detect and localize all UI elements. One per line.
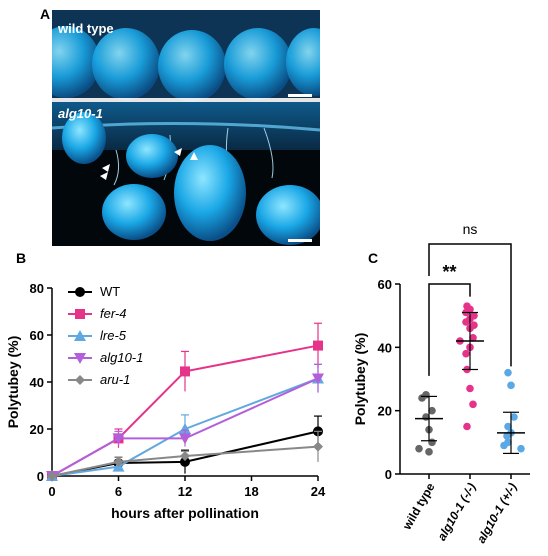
data-point bbox=[504, 422, 512, 431]
data-point bbox=[466, 384, 474, 393]
arrowhead-markers bbox=[100, 148, 198, 180]
wild-type-ovules bbox=[52, 26, 320, 102]
chart-b-polytubey-time: 0 20 40 60 80 0 6 12 18 24 hours after pollination… bbox=[5, 281, 326, 521]
legend-marker bbox=[74, 330, 86, 341]
data-point bbox=[463, 422, 471, 431]
x-category-label: alg10-1 (+/-) bbox=[474, 481, 520, 546]
alg10-ovules bbox=[62, 112, 320, 245]
micrograph-panel: wild type alg10-1 bbox=[52, 10, 320, 246]
series-line bbox=[51, 377, 319, 477]
x-tick-label: 24 bbox=[311, 484, 326, 499]
data-point bbox=[112, 433, 125, 445]
data-point bbox=[507, 381, 515, 390]
data-point bbox=[425, 448, 433, 456]
x-tick-label: 6 bbox=[115, 484, 122, 499]
series-line bbox=[51, 377, 319, 477]
data-point bbox=[428, 406, 436, 415]
y-axis-label: Polytubey (%) bbox=[5, 336, 21, 429]
y-tick-label: 40 bbox=[378, 340, 392, 355]
wild-type-label: wild type bbox=[58, 21, 114, 36]
legend-label: WT bbox=[100, 284, 120, 299]
group-2 bbox=[497, 368, 525, 455]
data-point bbox=[312, 373, 324, 385]
data-point bbox=[462, 349, 470, 358]
legend-marker bbox=[75, 309, 85, 319]
legend-label: lre-5 bbox=[100, 328, 127, 343]
scale-bar-top bbox=[288, 94, 312, 97]
legend-label: fer-4 bbox=[100, 306, 127, 321]
data-point bbox=[418, 394, 426, 402]
y-tick-label: 40 bbox=[30, 375, 44, 390]
data-point bbox=[517, 444, 525, 453]
data-point bbox=[503, 432, 511, 440]
micrograph-image bbox=[52, 10, 320, 245]
data-point bbox=[469, 334, 477, 342]
x-tick-label: 18 bbox=[244, 484, 258, 499]
series-line bbox=[51, 445, 319, 477]
data-point bbox=[313, 340, 323, 351]
data-point bbox=[47, 471, 57, 481]
panel-a-letter: A bbox=[40, 6, 51, 22]
data-point bbox=[180, 366, 190, 377]
x-tick-label: 0 bbox=[48, 484, 55, 499]
x-tick-label: 12 bbox=[178, 484, 192, 499]
legend-label: alg10-1 bbox=[100, 350, 143, 365]
data-point bbox=[415, 444, 423, 453]
alg10-label: alg10-1 bbox=[58, 106, 103, 121]
y-tick-label: 20 bbox=[30, 422, 44, 437]
data-point bbox=[510, 413, 518, 421]
significance-label: ns bbox=[463, 221, 478, 237]
data-point bbox=[500, 441, 508, 450]
data-point bbox=[180, 456, 190, 467]
x-category-label: wild type bbox=[399, 480, 437, 533]
panel-b-letter: B bbox=[16, 250, 27, 266]
data-point bbox=[462, 318, 470, 326]
significance-label: ** bbox=[442, 262, 456, 282]
data-point bbox=[179, 433, 191, 445]
data-point bbox=[179, 423, 191, 434]
y-axis-label: Polytubey (%) bbox=[352, 333, 368, 426]
data-point bbox=[313, 441, 323, 452]
data-point bbox=[469, 400, 477, 409]
significance-bracket bbox=[428, 243, 512, 367]
y-tick-label: 20 bbox=[378, 404, 392, 419]
y-tick-label: 0 bbox=[37, 469, 44, 484]
legend-marker bbox=[74, 353, 86, 364]
group-1 bbox=[456, 302, 484, 431]
legend-label: aru-1 bbox=[100, 372, 130, 387]
y-tick-label: 80 bbox=[30, 281, 44, 296]
y-tick-label: 60 bbox=[30, 328, 44, 343]
legend-marker bbox=[75, 375, 85, 385]
data-point bbox=[504, 368, 512, 377]
panel-c-letter: C bbox=[368, 250, 379, 266]
legend-marker bbox=[75, 287, 85, 297]
series-aru-1 bbox=[47, 430, 323, 481]
group-0 bbox=[415, 391, 443, 456]
x-category-label: alg10-1 (-/-) bbox=[434, 481, 478, 543]
y-tick-label: 0 bbox=[385, 467, 392, 482]
x-axis-label: hours after pollination bbox=[111, 505, 259, 521]
y-tick-label: 60 bbox=[378, 277, 392, 292]
significance-bracket bbox=[428, 283, 471, 376]
data-point bbox=[113, 456, 124, 467]
data-point bbox=[180, 451, 190, 462]
scale-bar-bottom bbox=[288, 239, 312, 242]
